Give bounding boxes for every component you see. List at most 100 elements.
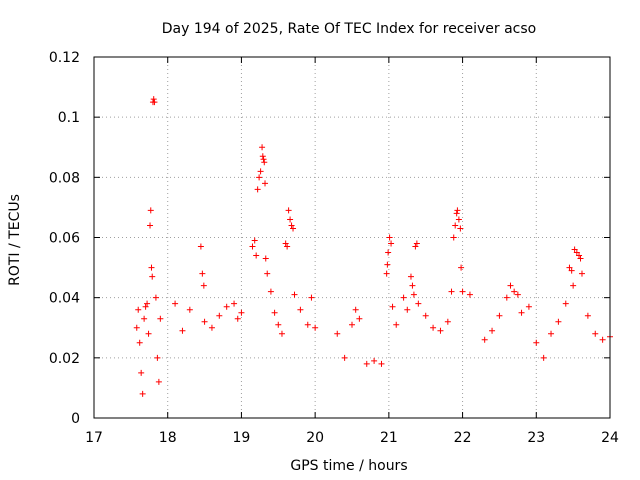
data-point	[453, 210, 460, 217]
data-point	[282, 240, 289, 247]
data-point	[578, 270, 585, 277]
data-point	[562, 300, 569, 307]
data-point	[570, 282, 577, 289]
data-point	[231, 300, 238, 307]
data-point	[592, 330, 599, 337]
data-point	[259, 144, 266, 151]
data-point	[457, 225, 464, 232]
data-point	[186, 306, 193, 313]
data-point	[155, 378, 162, 385]
data-point	[251, 237, 258, 244]
data-point	[262, 180, 269, 187]
data-point	[249, 243, 256, 250]
data-point	[573, 249, 580, 256]
data-point	[285, 207, 292, 214]
data-point	[264, 270, 271, 277]
data-point	[413, 240, 420, 247]
data-point	[385, 249, 392, 256]
data-point	[290, 225, 297, 232]
x-tick-label: 17	[85, 430, 103, 446]
data-point	[409, 282, 416, 289]
x-tick-label: 22	[454, 430, 472, 446]
data-point	[157, 315, 164, 322]
data-point	[458, 264, 465, 271]
data-point	[388, 240, 395, 247]
data-point	[297, 306, 304, 313]
data-point	[599, 336, 606, 343]
data-point	[261, 159, 268, 166]
y-tick-label: 0.02	[49, 351, 80, 367]
data-point	[144, 300, 151, 307]
data-point	[400, 294, 407, 301]
data-point	[356, 315, 363, 322]
data-point	[466, 291, 473, 298]
data-point	[238, 309, 245, 316]
x-tick-label: 18	[159, 430, 177, 446]
data-point	[334, 330, 341, 337]
data-point	[308, 294, 315, 301]
data-point	[507, 282, 514, 289]
data-point	[566, 264, 573, 271]
data-point	[576, 252, 583, 259]
data-point	[386, 234, 393, 241]
data-point	[291, 291, 298, 298]
data-point	[199, 270, 206, 277]
data-point	[278, 330, 285, 337]
data-point	[540, 354, 547, 361]
data-point	[133, 324, 140, 331]
data-point	[216, 312, 223, 319]
data-point	[135, 306, 142, 313]
data-point	[136, 339, 143, 346]
data-point	[142, 303, 149, 310]
data-point	[454, 207, 461, 214]
data-point	[384, 261, 391, 268]
scatter-series-roti	[133, 96, 613, 397]
y-axis-label: ROTI / TECUs	[7, 194, 23, 286]
data-point	[571, 246, 578, 253]
data-point	[548, 330, 555, 337]
x-tick-label: 20	[306, 430, 324, 446]
data-point	[352, 306, 359, 313]
y-tick-label: 0.04	[49, 291, 80, 307]
data-point	[503, 294, 510, 301]
data-point	[257, 168, 264, 175]
data-point	[275, 321, 282, 328]
data-point	[514, 291, 521, 298]
data-point	[179, 327, 186, 334]
data-point	[287, 216, 294, 223]
data-point	[150, 96, 157, 103]
data-point	[304, 321, 311, 328]
data-point	[147, 207, 154, 214]
data-point	[260, 156, 267, 163]
data-point	[584, 312, 591, 319]
data-point	[139, 390, 146, 397]
x-tick-label: 21	[380, 430, 398, 446]
data-point	[145, 330, 152, 337]
data-point	[141, 315, 148, 322]
data-point	[201, 318, 208, 325]
data-point	[234, 315, 241, 322]
x-axis-label: GPS time / hours	[290, 458, 407, 474]
y-tick-label: 0.12	[49, 50, 80, 66]
data-point	[284, 243, 291, 250]
data-point	[378, 360, 385, 367]
data-point	[415, 300, 422, 307]
data-point	[267, 288, 274, 295]
data-point	[371, 357, 378, 364]
data-point	[253, 252, 260, 259]
y-tick-label: 0.1	[58, 110, 80, 126]
data-point	[410, 291, 417, 298]
data-point	[555, 318, 562, 325]
x-tick-label: 19	[233, 430, 251, 446]
data-point	[197, 243, 204, 250]
data-point	[172, 300, 179, 307]
data-point	[363, 360, 370, 367]
data-point	[138, 369, 145, 376]
data-point	[262, 255, 269, 262]
x-tick-label: 23	[527, 430, 545, 446]
data-point	[452, 222, 459, 229]
data-point	[200, 282, 207, 289]
data-point	[430, 324, 437, 331]
data-point	[437, 327, 444, 334]
data-point	[525, 303, 532, 310]
